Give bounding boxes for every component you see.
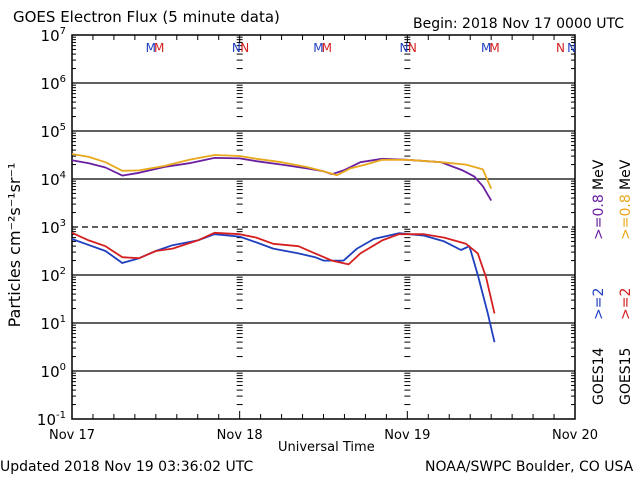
- series-line: [71, 157, 492, 202]
- legend-mev-2: MeV: [618, 159, 634, 190]
- series-line: [71, 231, 496, 314]
- y-tick-label: 104: [41, 170, 66, 189]
- legend-goes15-ge08: >=0.8: [618, 194, 634, 240]
- local-time-marker: N: [399, 41, 408, 55]
- series-line: [71, 232, 496, 343]
- updated-time: Updated 2018 Nov 19 03:36:02 UTC: [0, 459, 254, 475]
- legend-goes14-ge2: >=2: [591, 288, 607, 320]
- y-tick-label: 102: [41, 266, 66, 285]
- local-time-marker: M: [154, 41, 164, 55]
- y-tick-label: 103: [41, 218, 66, 237]
- chart-title: GOES Electron Flux (5 minute data): [13, 8, 280, 26]
- local-time-marker: M: [313, 41, 323, 55]
- begin-time: Begin: 2018 Nov 17 0000 UTC: [413, 16, 624, 32]
- local-time-marker: M: [481, 41, 491, 55]
- legend-goes15-ge2: >=2: [618, 288, 634, 320]
- series-line: [71, 153, 493, 189]
- x-tick-label: Nov 20: [552, 428, 598, 443]
- local-time-marker: N: [240, 41, 249, 55]
- x-tick-label: Nov 17: [49, 428, 95, 443]
- x-axis-label: Universal Time: [278, 440, 375, 455]
- y-axis-label: Particles cm⁻²s⁻¹sr⁻¹: [5, 163, 24, 328]
- x-tick-label: Nov 19: [384, 428, 430, 443]
- y-tick-label: 10-1: [37, 410, 66, 429]
- legend-mev-1: MeV: [591, 159, 607, 190]
- y-tick-label: 106: [41, 74, 66, 93]
- y-tick-label: 105: [41, 122, 66, 141]
- legend-goes14-ge08: >=0.8: [591, 194, 607, 240]
- legend-goes14: GOES14: [591, 347, 607, 405]
- local-time-marker: N: [556, 41, 565, 55]
- y-tick-label: 100: [41, 362, 66, 381]
- local-time-marker: N: [232, 41, 241, 55]
- local-time-marker: N: [408, 41, 417, 55]
- local-time-marker: M: [146, 41, 156, 55]
- local-time-marker: M: [489, 41, 499, 55]
- credit: NOAA/SWPC Boulder, CO USA: [425, 459, 634, 475]
- legend-goes15: GOES15: [618, 348, 634, 405]
- local-time-marker: M: [322, 41, 332, 55]
- x-tick-label: Nov 18: [217, 428, 263, 443]
- y-tick-label: 101: [41, 314, 66, 333]
- local-time-marker: N: [567, 41, 576, 55]
- y-tick-label: 107: [41, 26, 66, 45]
